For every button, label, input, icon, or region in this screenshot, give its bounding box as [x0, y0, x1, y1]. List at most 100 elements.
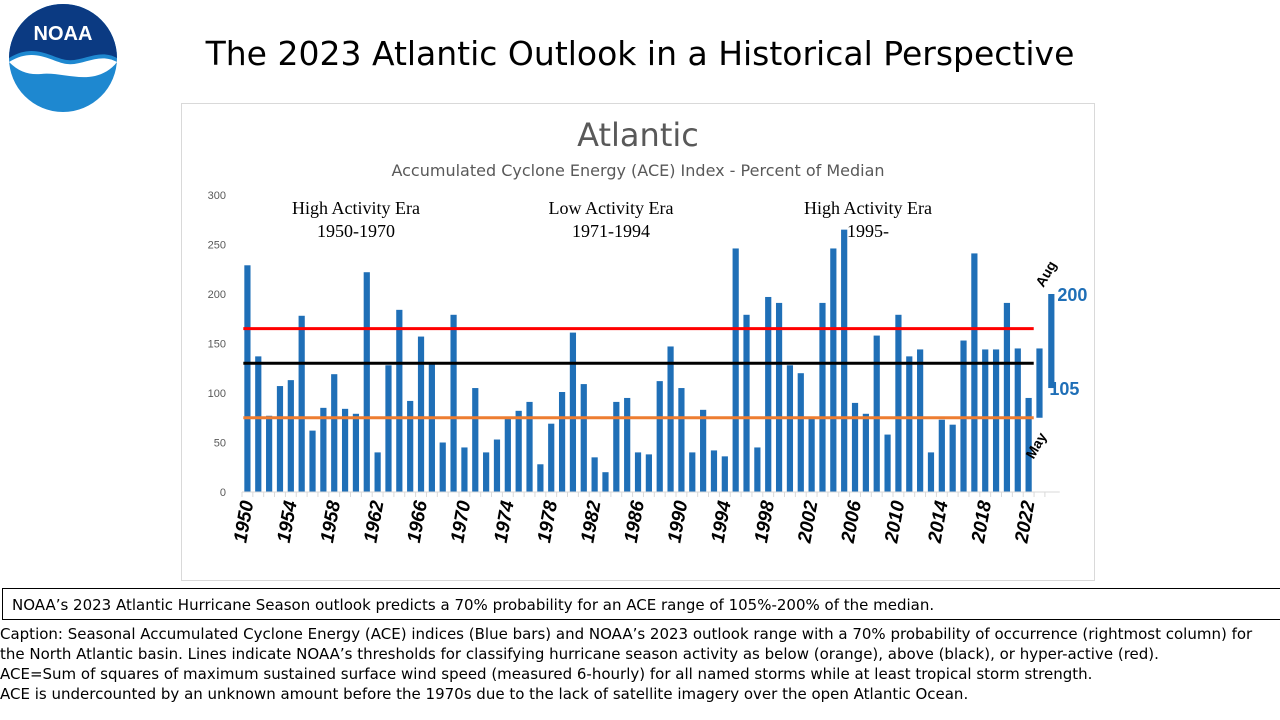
bar — [591, 457, 598, 492]
x-tick-label: 1958 — [317, 499, 345, 545]
outlook-aug-bar — [1048, 294, 1055, 389]
x-axis: 1950 1954 1958 1962 1966 1970 1974 1978 1982 1986… — [230, 491, 1060, 546]
x-tick-label: 1970 — [447, 499, 475, 545]
bar — [569, 332, 577, 492]
outlook-low-label: 105 — [1049, 379, 1079, 399]
bar — [732, 248, 739, 492]
x-tick-label: 2006 — [838, 499, 866, 546]
caption-line: ACE=Sum of squares of maximum sustained … — [0, 665, 1093, 683]
x-tick-label: 1978 — [534, 499, 562, 545]
bar — [352, 413, 360, 492]
x-tick-label: 1974 — [491, 499, 519, 545]
y-tick-label: 150 — [208, 339, 226, 351]
chart-title: Atlantic — [577, 116, 699, 154]
bar — [428, 363, 435, 492]
chart-subtitle: Accumulated Cyclone Energy (ACE) Index -… — [391, 161, 884, 180]
bar — [689, 452, 696, 492]
bar — [417, 336, 425, 492]
bar — [558, 392, 566, 492]
y-tick-label: 0 — [220, 487, 226, 499]
y-tick-label: 300 — [208, 190, 226, 202]
y-axis: 0 50 100 150 200 250 300 — [208, 190, 226, 499]
bar — [678, 388, 685, 492]
bar — [320, 407, 327, 492]
x-tick-label: 1950 — [230, 499, 258, 545]
bar — [385, 365, 392, 492]
bar — [982, 349, 989, 492]
bar — [830, 248, 837, 492]
bar — [266, 415, 273, 492]
era-label-years: 1971-1994 — [572, 221, 650, 241]
outlook-note-box: NOAA’s 2023 Atlantic Hurricane Season ou… — [2, 588, 1280, 620]
bar — [797, 373, 804, 492]
bar — [526, 401, 533, 492]
bar — [331, 374, 338, 492]
bar — [775, 302, 783, 492]
x-tick-label: 1986 — [621, 499, 649, 545]
bar — [461, 447, 468, 492]
x-tick-label: 1994 — [708, 499, 736, 545]
bar — [483, 452, 490, 492]
bar — [700, 409, 707, 492]
y-tick-label: 200 — [208, 289, 226, 301]
y-tick-label: 100 — [208, 388, 226, 400]
bar — [971, 253, 978, 492]
slide-title: The 2023 Atlantic Outlook in a Historica… — [205, 34, 1075, 73]
x-tick-label: 1962 — [361, 499, 389, 545]
x-tick-label: 2018 — [968, 499, 996, 546]
bar — [548, 423, 555, 492]
x-tick-label: 1990 — [664, 499, 692, 545]
bar — [255, 356, 262, 492]
bar — [309, 430, 316, 492]
bar — [396, 309, 403, 492]
bar — [786, 365, 794, 492]
x-tick-label: 2010 — [881, 499, 909, 546]
bar — [580, 384, 587, 492]
bar — [873, 335, 880, 492]
bar — [927, 452, 935, 492]
noaa-logo-text: NOAA — [34, 23, 93, 45]
bar — [450, 314, 457, 492]
bar — [613, 401, 620, 492]
bar — [938, 419, 945, 492]
bar — [743, 314, 750, 492]
bar — [493, 439, 501, 492]
bar — [341, 408, 349, 492]
bar — [841, 229, 848, 492]
bar — [884, 434, 891, 492]
bar — [634, 452, 642, 492]
bar — [602, 472, 609, 492]
bar — [298, 315, 305, 492]
bar — [656, 381, 663, 492]
bar — [504, 418, 511, 492]
era-labels: High Activity Era 1950-1970 Low Activity E… — [292, 198, 932, 241]
bar — [819, 302, 826, 492]
bar — [624, 397, 631, 492]
caption: Caption: Seasonal Accumulated Cyclone En… — [0, 624, 1280, 704]
noaa-logo: NOAA — [9, 4, 117, 112]
bar — [287, 380, 294, 492]
bar — [363, 272, 370, 492]
bar — [917, 349, 924, 492]
era-label-title: Low Activity Era — [549, 198, 674, 218]
outlook-may-bar — [1036, 348, 1043, 418]
x-tick-label: 1998 — [751, 499, 779, 545]
x-tick-label: 1954 — [274, 499, 302, 545]
era-label-title: High Activity Era — [804, 198, 932, 218]
bar — [374, 452, 381, 492]
bar — [765, 296, 772, 492]
bar — [906, 356, 913, 492]
bar — [1025, 397, 1032, 492]
bar — [895, 314, 902, 492]
y-tick-label: 250 — [208, 240, 226, 252]
y-tick-label: 50 — [214, 438, 226, 450]
bar — [949, 424, 956, 492]
bar — [407, 400, 414, 492]
x-tick-label: 2014 — [925, 499, 953, 546]
bar — [851, 402, 859, 492]
era-label-years: 1995- — [847, 221, 889, 241]
bar — [645, 454, 652, 492]
bar — [244, 265, 251, 492]
bar — [472, 388, 479, 492]
